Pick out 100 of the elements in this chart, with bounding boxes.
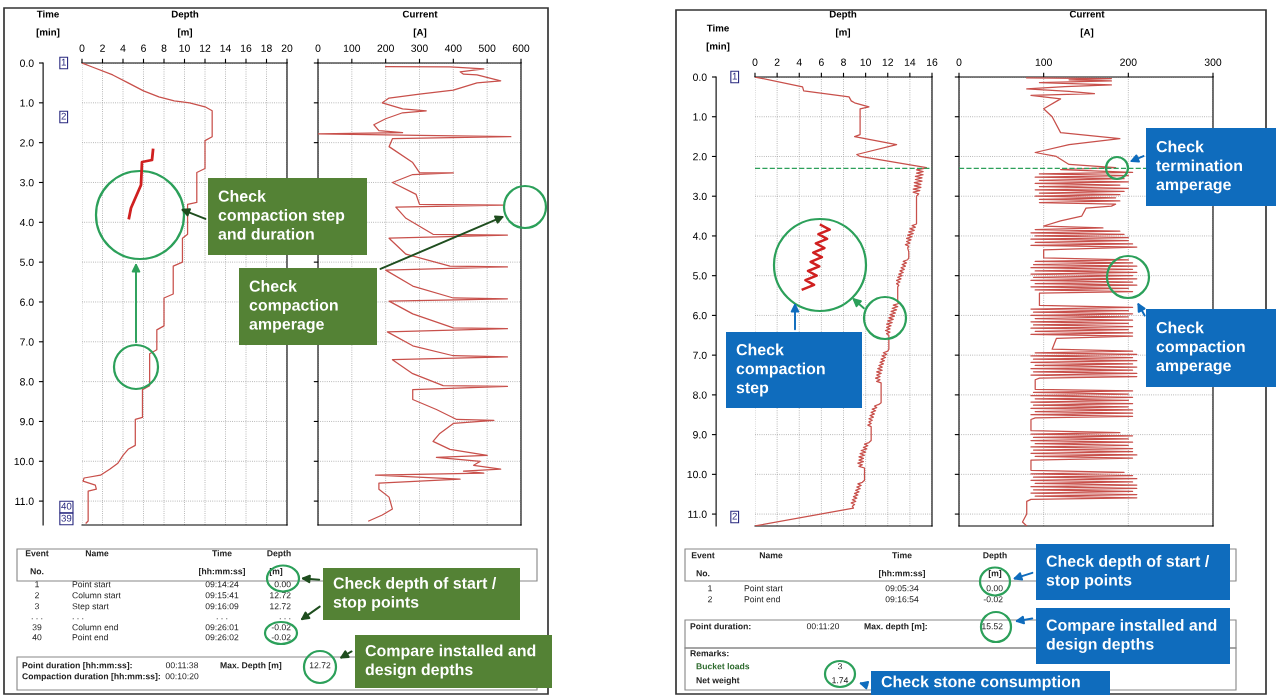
text: 09:26:02 <box>205 634 239 641</box>
text: Check stone consumption <box>881 675 1080 691</box>
text: Point start <box>744 584 783 592</box>
x-tick-label: 4 <box>120 44 126 52</box>
y-tick-label: 5.0 <box>693 272 707 280</box>
text: Column start <box>72 591 121 599</box>
x-tick-label: 12 <box>200 44 211 52</box>
text: 00:10:20 <box>165 673 199 680</box>
y-tick-label: 2.0 <box>20 139 34 147</box>
text: Compare installed and design depths <box>365 644 536 679</box>
x-tick-label: 6 <box>141 44 146 52</box>
x-axis-title: Depth [m] <box>171 10 199 38</box>
x-axis-title: Current [A] <box>402 10 438 38</box>
text: 2 <box>708 596 712 603</box>
annotation: Check compaction step <box>736 343 825 397</box>
text: Point duration: <box>690 622 751 630</box>
y-tick-label: 9.0 <box>693 431 707 439</box>
text: 09:26:01 <box>205 624 239 631</box>
annotation: Check compaction amperage <box>1156 321 1245 375</box>
text: 40 <box>32 634 42 641</box>
text: No. <box>30 568 44 575</box>
y-tick-label: 7.0 <box>693 351 707 360</box>
y-tick-label: 2.0 <box>693 152 707 161</box>
text: 2 <box>61 112 66 120</box>
text: Depth <box>983 551 1007 561</box>
text: 09:15:41 <box>205 592 239 599</box>
text: 3 <box>34 603 40 610</box>
text: 15.52 <box>982 623 1003 630</box>
x-axis-title: Depth [m] <box>829 10 857 38</box>
y-tick-label: 4.0 <box>692 232 707 240</box>
x-tick-label: 200 <box>377 44 394 52</box>
y-tick-label: 11.0 <box>688 510 707 518</box>
y-tick-label: 6.0 <box>20 298 34 306</box>
text: 00:11:20 <box>806 623 840 630</box>
x-tick-label: 500 <box>478 44 496 52</box>
text: 09:16:54 <box>885 596 919 603</box>
y-tick-label: 1.0 <box>20 99 34 107</box>
text: 00:11:38 <box>165 662 199 669</box>
text: 39 <box>32 624 42 631</box>
text: 12.72 <box>270 603 291 610</box>
x-tick-label: 0 <box>752 58 758 66</box>
x-tick-label: 200 <box>1120 58 1137 66</box>
text: Max. depth [m]: <box>864 622 927 632</box>
y-tick-label: 3.0 <box>693 192 707 201</box>
annotation: Check compaction amperage <box>249 280 338 333</box>
text: 1.74 <box>832 677 849 684</box>
x-tick-label: 16 <box>927 58 938 66</box>
text: 12.72 <box>270 592 291 599</box>
text: Depth <box>267 549 291 559</box>
y-tick-label: 4.0 <box>19 218 34 227</box>
y-tick-label: 0.0 <box>20 59 34 67</box>
x-tick-label: 0 <box>79 44 85 52</box>
annotation: Check compaction step and duration <box>218 190 345 240</box>
x-tick-label: 10 <box>179 44 190 52</box>
text: Compaction duration [hh:mm:ss]: <box>22 672 160 682</box>
text: 39 <box>61 514 72 522</box>
text: . . . <box>31 618 43 620</box>
text: Remarks: <box>690 649 729 657</box>
x-tick-label: 4 <box>796 58 802 66</box>
y-axis-title: Time [min] <box>706 24 730 52</box>
text: No. <box>696 570 710 577</box>
text: Check depth of start / stop points <box>1046 555 1210 589</box>
text: 09:14:24 <box>205 581 239 588</box>
text: 12.72 <box>309 662 331 669</box>
y-tick-label: 8.0 <box>693 391 707 399</box>
x-tick-label: 16 <box>241 44 252 52</box>
text: 0.00 <box>986 585 1003 592</box>
x-tick-label: 2 <box>774 58 780 66</box>
text: Point duration [hh:mm:ss]: <box>22 661 132 671</box>
x-tick-label: 0 <box>956 58 962 66</box>
text: Bucket loads <box>696 662 750 670</box>
y-tick-label: 1.0 <box>693 113 707 121</box>
y-tick-label: 7.0 <box>20 338 34 346</box>
text: 2 <box>732 512 737 520</box>
y-tick-label: 8.0 <box>20 378 34 386</box>
text: 0.00 <box>274 581 291 588</box>
text: Net weight <box>696 676 740 686</box>
text: -0.02 <box>983 596 1003 603</box>
text: [hh:mm:ss] <box>199 567 245 577</box>
y-axis-title: Time [min] <box>36 10 60 38</box>
x-tick-label: 2 <box>100 44 105 52</box>
text: [m] <box>269 567 283 577</box>
x-tick-label: 600 <box>512 44 530 52</box>
x-tick-label: 14 <box>904 58 916 66</box>
text: 2 <box>35 592 39 599</box>
x-tick-label: 8 <box>161 44 167 52</box>
y-tick-label: 9.0 <box>20 417 34 426</box>
text: 40 <box>61 502 72 510</box>
text: Name <box>759 552 783 559</box>
x-tick-label: 100 <box>343 44 361 52</box>
text: [m] <box>988 569 1002 579</box>
text: Column end <box>72 623 118 631</box>
text: 1 <box>35 581 39 588</box>
y-tick-label: 0.0 <box>693 73 707 81</box>
text: 09:05:34 <box>885 585 919 592</box>
text: Time <box>212 549 232 557</box>
x-tick-label: 12 <box>882 58 894 66</box>
y-tick-label: 11.0 <box>15 497 34 505</box>
y-tick-label: 10.0 <box>687 470 707 479</box>
text: Event <box>691 552 715 559</box>
